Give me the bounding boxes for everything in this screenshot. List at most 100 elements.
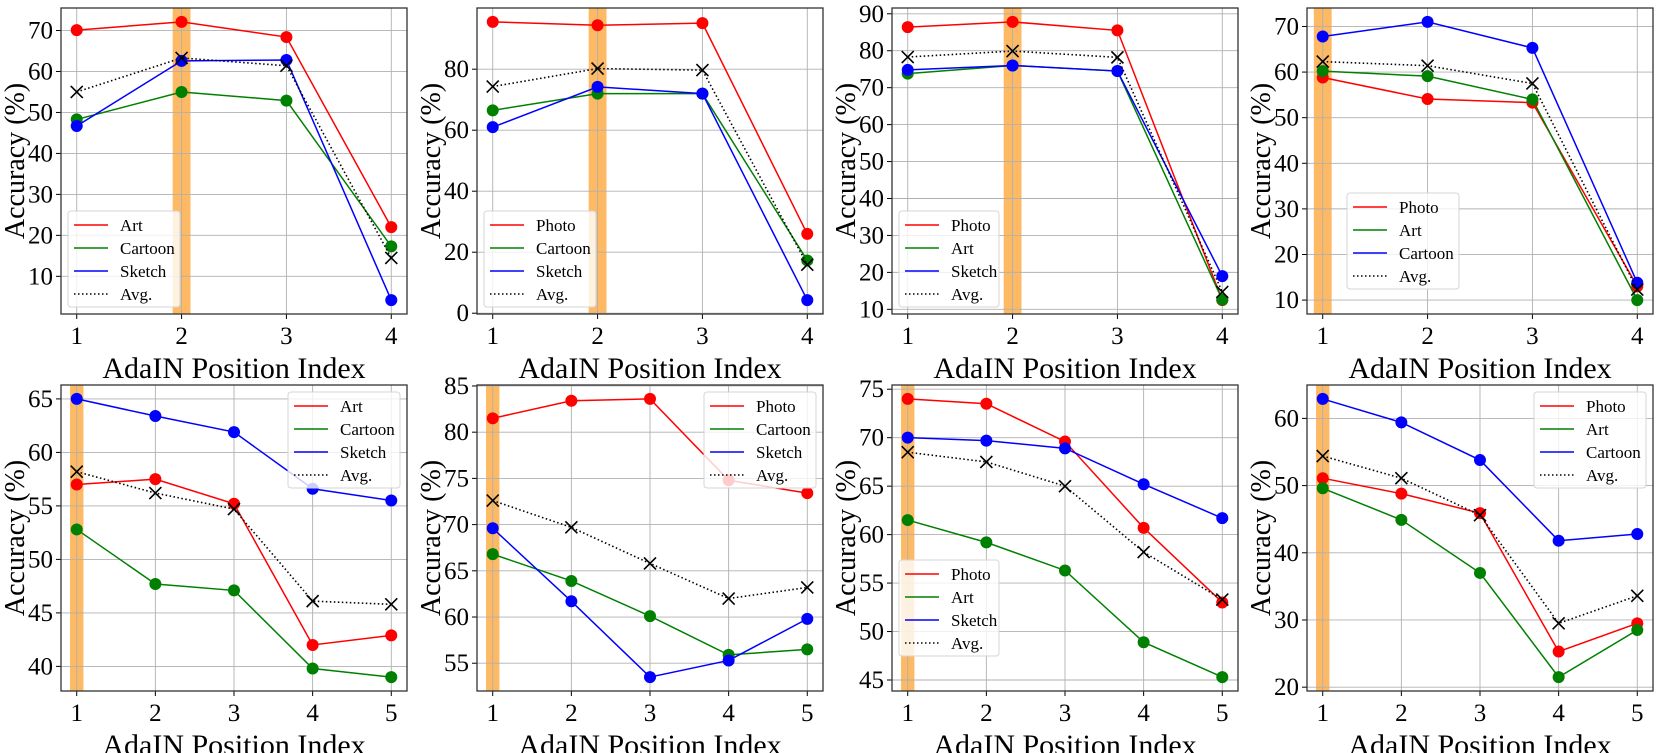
art-point	[980, 536, 993, 549]
cartoon-point	[385, 671, 398, 684]
x-tick-label: 5	[385, 700, 398, 727]
avg-point-marker	[901, 50, 915, 64]
legend-label: Art	[340, 397, 363, 416]
legend-label: Art	[951, 588, 974, 607]
cartoon-point	[486, 548, 499, 561]
avg-point-marker	[1316, 449, 1330, 463]
sketch-point	[486, 522, 499, 535]
legend: Art Cartoon Sketch Avg.	[287, 391, 401, 489]
legend-label: Avg.	[951, 285, 983, 304]
cartoon-point	[1316, 30, 1329, 43]
x-tick-label: 2	[1421, 323, 1434, 350]
avg-point-marker	[148, 486, 162, 500]
avg-point-marker	[1215, 592, 1229, 607]
y-axis-label: Accuracy (%)	[1246, 83, 1277, 239]
avg-point-marker	[800, 580, 814, 595]
x-axis-label: AdaIN Position Index	[933, 352, 1196, 385]
avg-point-marker	[306, 594, 320, 608]
photo-point	[565, 394, 578, 407]
x-tick-label: 5	[801, 700, 814, 727]
cartoon-point	[280, 94, 293, 107]
photo-point	[591, 19, 604, 32]
art-point	[1631, 624, 1644, 637]
x-tick-label: 4	[722, 700, 735, 727]
sketch-point	[801, 294, 814, 307]
axes-frame	[476, 384, 824, 692]
avg-point-marker	[1394, 471, 1408, 485]
x-tick-label: 1	[486, 323, 499, 350]
legend: Photo Art Sketch Avg.	[898, 559, 1000, 657]
cartoon-point	[801, 254, 814, 267]
avg-point-marker	[175, 51, 189, 65]
x-axis-label: AdaIN Position Index	[933, 729, 1196, 753]
art-point	[1526, 93, 1539, 106]
sketch-point	[1111, 65, 1124, 78]
x-tick-label: 1	[901, 700, 914, 727]
photo-point	[1006, 15, 1019, 28]
avg-point-marker	[695, 63, 709, 77]
y-tick-label: 65	[859, 473, 884, 500]
x-tick-label: 3	[280, 323, 293, 350]
photo-point	[644, 392, 656, 405]
photo-point	[1421, 92, 1434, 105]
avg-point-marker	[1473, 508, 1487, 522]
series-line-photo	[1322, 76, 1638, 287]
legend-label: Avg.	[1399, 267, 1431, 286]
x-tick-label: 1	[1316, 323, 1329, 350]
y-tick-label: 75	[859, 376, 884, 403]
cartoon-point	[486, 104, 499, 117]
cartoon-point	[306, 662, 319, 675]
cartoon-point	[1474, 454, 1486, 467]
y-tick-label: 60	[444, 117, 469, 144]
axes-frame	[891, 384, 1239, 692]
cartoon-point	[801, 643, 814, 656]
subplot-1: 1 2 3 4 10 20 30 40 50 60 70 AdaIN Position Index Ac…	[0, 7, 408, 385]
sketch-point	[1216, 270, 1229, 283]
series-line-avg	[76, 57, 392, 259]
sketch-point	[149, 410, 162, 423]
x-tick-label: 2	[1395, 700, 1408, 727]
x-tick-label: 1	[70, 323, 83, 350]
x-tick-label: 2	[591, 323, 604, 350]
legend-label: Avg.	[120, 285, 152, 304]
x-tick-label: 1	[1316, 700, 1329, 727]
art-point	[175, 15, 188, 28]
x-tick-label: 2	[175, 323, 188, 350]
legend-label: Cartoon	[536, 239, 591, 258]
avg-point-marker	[486, 494, 500, 508]
axes-frame	[476, 7, 824, 315]
sketch-point	[70, 119, 83, 132]
y-axis-label: Accuracy (%)	[416, 83, 447, 239]
avg-point-marker	[1630, 283, 1644, 297]
x-tick-label: 4	[385, 323, 398, 350]
y-tick-label: 30	[1274, 196, 1299, 223]
avg-point-marker	[1215, 285, 1229, 299]
legend: Photo Art Cartoon Avg.	[1346, 192, 1460, 290]
y-tick-label: 20	[1274, 674, 1299, 701]
y-tick-label: 70	[1274, 13, 1299, 40]
cartoon-point	[565, 574, 578, 587]
legend: Photo Art Cartoon Avg.	[1533, 391, 1647, 489]
y-tick-label: 40	[444, 178, 469, 205]
sketch-point	[644, 671, 656, 684]
y-tick-label: 80	[859, 38, 884, 65]
sketch-point	[1059, 442, 1071, 455]
art-point	[1216, 671, 1229, 684]
photo-point	[696, 17, 709, 30]
legend-label: Sketch	[951, 611, 998, 630]
series-line-avg	[907, 451, 1223, 601]
x-axis-label: AdaIN Position Index	[1348, 352, 1611, 385]
y-tick-label: 70	[444, 512, 469, 539]
cartoon-point	[149, 578, 162, 591]
series-line-sketch	[492, 86, 808, 301]
legend-label: Sketch	[756, 443, 803, 462]
cartoon-point	[385, 240, 398, 253]
photo-point	[980, 397, 993, 410]
y-tick-label: 60	[859, 522, 884, 549]
series-line-avg	[1322, 60, 1638, 290]
series-line-photo	[492, 21, 808, 235]
y-tick-label: 55	[28, 493, 53, 520]
y-tick-label: 40	[28, 140, 53, 167]
